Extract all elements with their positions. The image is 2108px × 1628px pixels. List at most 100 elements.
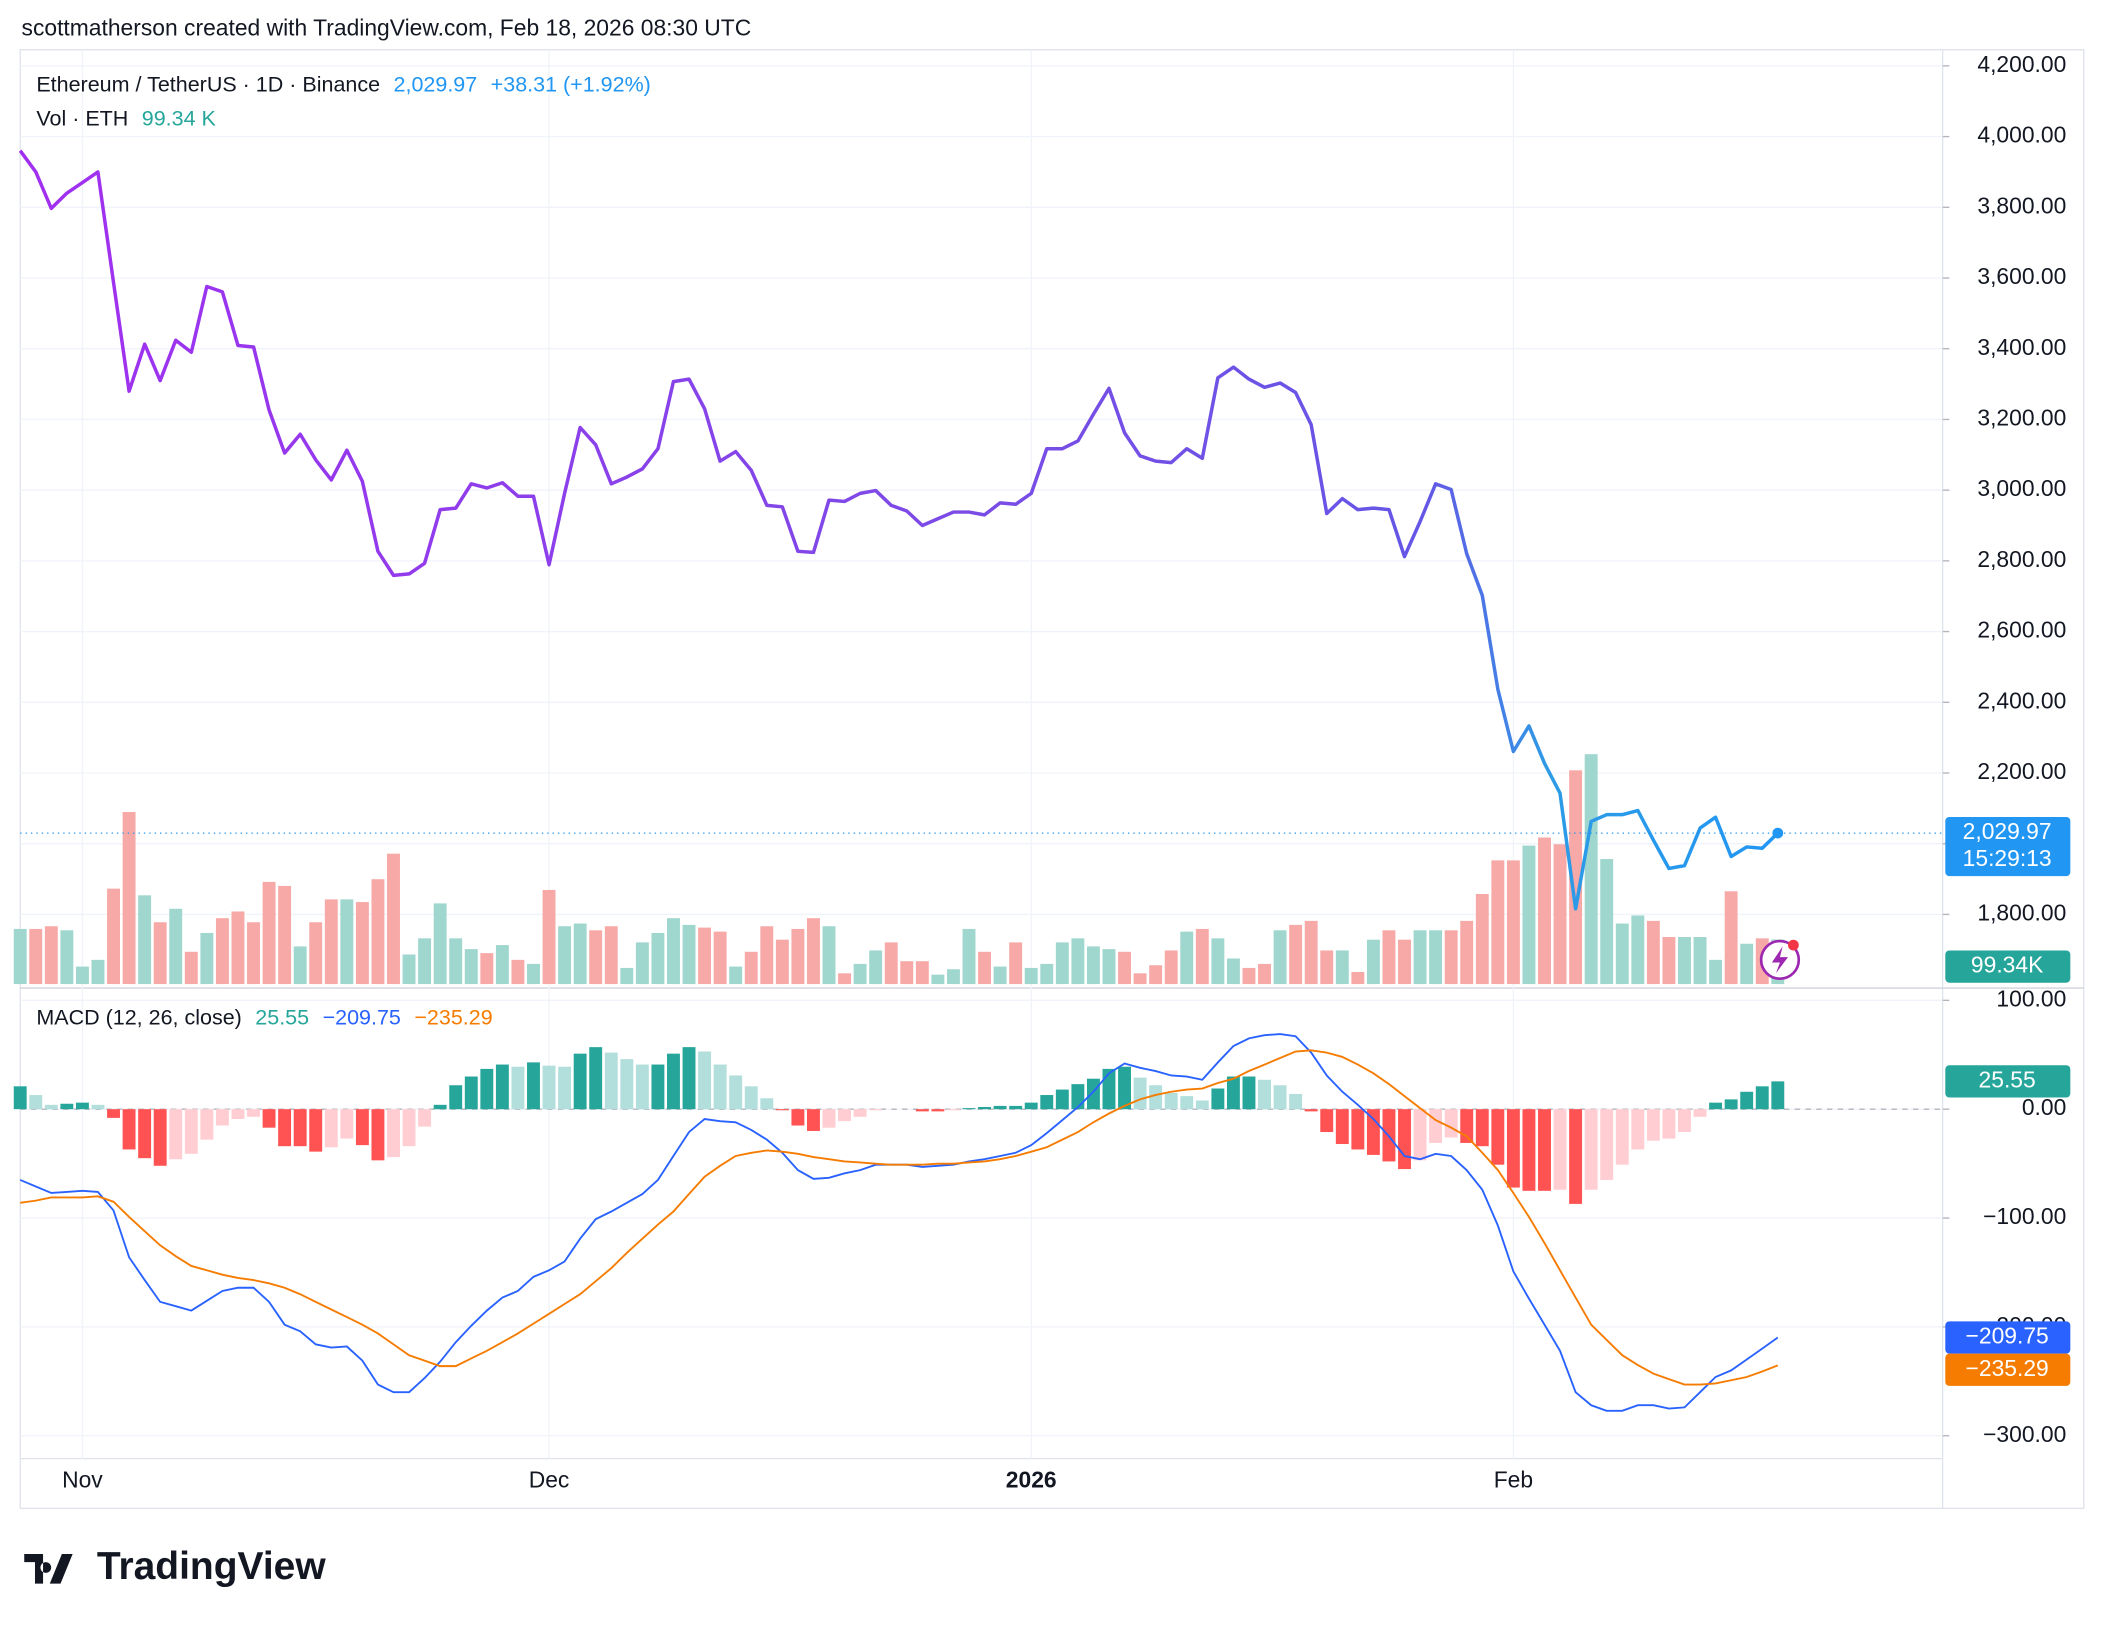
volume-bar [1584,754,1598,985]
volume-bar [91,959,105,985]
macd-histogram-bar [1009,1105,1023,1110]
volume-bar [1226,958,1240,985]
macd-histogram-bar [853,1109,867,1117]
volume-bar [1133,973,1147,985]
macd-badge-text: −235.29 [1966,1355,2049,1381]
volume-bar [698,927,712,985]
volume-bar [589,930,603,985]
y-tick-label: −300.00 [1983,1421,2066,1447]
macd-histogram-bar [60,1103,74,1110]
volume-bar [1320,950,1334,985]
y-tick-label: 2,800.00 [1977,546,2066,572]
macd-histogram-bar [1553,1109,1567,1190]
macd-histogram-bar [1071,1084,1085,1110]
price-badge [1945,816,2071,877]
macd-histogram-bar [138,1109,152,1159]
macd-histogram-bar [480,1068,494,1110]
macd-histogram-bar [1429,1109,1443,1143]
macd-histogram-bar [931,1109,945,1112]
volume-bar [1258,963,1271,985]
volume-bar [635,942,649,985]
volume-bar [931,974,945,985]
volume-bar [1040,963,1054,985]
volume-bar [527,963,540,985]
volume-bar [1460,920,1474,985]
volume-bar [464,949,478,985]
volume-bar [402,954,416,985]
volume-bar [729,966,743,985]
volume-bar [573,923,587,985]
volume-bar [822,926,836,985]
macd-histogram-bar [760,1098,774,1110]
macd-histogram-bar [464,1076,478,1110]
macd-histogram-bar [122,1109,136,1150]
macd-histogram-bar [1709,1102,1723,1110]
macd-histogram-bar [13,1086,27,1110]
volume-bar [231,911,245,985]
volume-bar [60,930,74,985]
volume-bar [355,902,369,985]
macd-histogram-bar [355,1109,369,1146]
macd-histogram-bar [1646,1109,1660,1141]
macd-histogram-bar [1258,1079,1271,1110]
macd-histogram-bar [807,1109,820,1131]
macd-histogram-bar [402,1109,416,1147]
macd-histogram-bar [1226,1076,1240,1110]
volume-bar [1429,930,1443,985]
volume-bar [900,961,914,985]
macd-histogram-bar [775,1109,789,1111]
macd-line [20,1049,1779,1386]
macd-histogram-bar [791,1109,805,1126]
volume-bar [169,908,183,985]
logo: TradingView [24,1545,326,1588]
macd-histogram-bar [278,1109,292,1147]
volume-bar [1569,770,1583,985]
macd-histogram-bar [29,1095,43,1110]
volume-bar [1724,891,1738,985]
macd-histogram-bar [1569,1109,1583,1204]
macd-histogram-bar [44,1104,58,1110]
price-legend-title: Ethereum / TetherUS · 1D · Binance [36,73,380,97]
volume-bar [1102,949,1116,985]
volume-bar [1444,930,1458,985]
volume-bar [1740,943,1754,985]
volume-bar [558,926,572,985]
volume-bar [838,973,852,985]
macd-histogram-bar [1024,1102,1038,1110]
volume-bar [791,928,805,985]
volume-bar [1615,923,1629,985]
y-tick-label: 4,000.00 [1977,122,2066,148]
x-tick-label: Dec [529,1466,570,1492]
price-legend-change: +38.31 (+1.92%) [491,73,651,97]
macd-histogram-bar [309,1109,323,1152]
volume-bar [993,966,1007,985]
macd-histogram-bar [1460,1109,1474,1143]
macd-histogram-bar [713,1064,727,1110]
volume-bar [1693,937,1707,985]
macd-histogram-bar [1366,1109,1380,1155]
macd-badge [1945,1065,2071,1098]
macd-badge [1945,1353,2071,1386]
macd-histogram-bar [1351,1109,1365,1150]
volume-legend-value: 99.34 K [142,106,217,130]
macd-histogram-bar [107,1109,120,1118]
y-tick-label: 3,200.00 [1977,404,2066,430]
macd-histogram-bar [573,1053,587,1110]
macd-histogram-bar [91,1104,105,1110]
volume-bar [869,950,883,985]
macd-histogram-bar [387,1109,400,1158]
volume-bar [1662,937,1676,985]
x-tick-label: 2026 [1006,1466,1057,1492]
macd-histogram-bar [247,1109,260,1117]
macd-histogram-bar [1398,1109,1411,1170]
volume-bar [1024,967,1038,985]
macd-histogram-bar [495,1064,509,1110]
alert-dot [1788,939,1799,951]
macd-histogram-bar [1615,1109,1629,1165]
macd-histogram-bar [418,1109,432,1127]
x-tick-label: Nov [62,1466,103,1492]
macd-histogram-bar [371,1109,385,1161]
volume-bar [387,853,400,985]
macd-histogram-bar [527,1062,540,1110]
